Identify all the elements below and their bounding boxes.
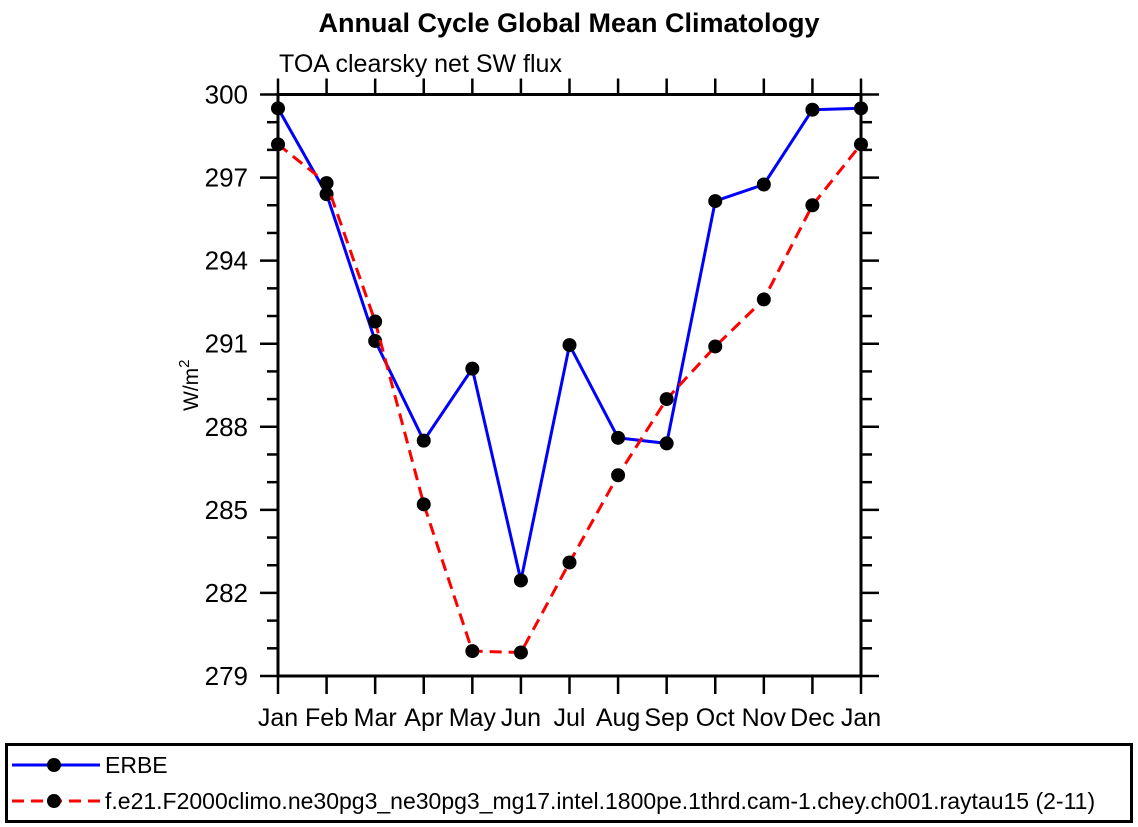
data-point-model-sep-8 bbox=[659, 392, 674, 407]
data-point-model-oct-9 bbox=[708, 339, 723, 354]
data-point-erbe-jul-6 bbox=[562, 338, 577, 353]
x-tick-label: Jan bbox=[841, 704, 881, 732]
y-tick-label: 297 bbox=[205, 163, 248, 193]
data-point-model-dec-11 bbox=[805, 198, 820, 213]
data-point-model-mar-2 bbox=[368, 314, 383, 329]
data-point-erbe-oct-9 bbox=[708, 194, 723, 209]
legend-box: ERBE f.e21.F2000climo.ne30pg3_ne30pg3_mg… bbox=[5, 743, 1133, 823]
x-tick-label: Oct bbox=[696, 704, 735, 732]
legend-label-model: f.e21.F2000climo.ne30pg3_ne30pg3_mg17.in… bbox=[105, 787, 1096, 814]
x-tick-label: Mar bbox=[354, 704, 397, 732]
data-point-model-jul-6 bbox=[562, 555, 577, 570]
data-point-model-jan-12 bbox=[854, 137, 868, 152]
data-point-erbe-dec-11 bbox=[805, 102, 820, 117]
data-point-model-apr-3 bbox=[416, 497, 431, 512]
y-axis-title: W/m2 bbox=[176, 360, 203, 412]
data-point-erbe-jun-5 bbox=[513, 573, 528, 588]
x-tick-label: Nov bbox=[742, 704, 787, 732]
legend-line-sample-erbe bbox=[12, 758, 100, 772]
data-point-erbe-aug-7 bbox=[611, 430, 626, 445]
data-point-model-feb-1 bbox=[319, 176, 334, 191]
legend-label-erbe: ERBE bbox=[105, 751, 168, 778]
x-tick-label: Sep bbox=[644, 704, 688, 732]
y-tick-label: 285 bbox=[205, 495, 248, 525]
y-tick-label: 288 bbox=[205, 412, 248, 442]
legend-marker-glyph bbox=[47, 794, 61, 808]
plot-frame bbox=[276, 93, 863, 678]
data-point-model-jan-0 bbox=[271, 137, 285, 152]
legend-entry-erbe: ERBE bbox=[10, 748, 1130, 782]
chart-subtitle: TOA clearsky net SW flux bbox=[279, 50, 562, 78]
y-tick-label: 291 bbox=[205, 329, 248, 359]
y-tick-label: 282 bbox=[205, 578, 248, 608]
data-point-model-aug-7 bbox=[611, 468, 626, 483]
data-point-erbe-jan-12 bbox=[854, 101, 868, 116]
series-line-model bbox=[277, 143, 863, 654]
data-point-model-nov-10 bbox=[756, 292, 771, 307]
x-tick-label: Dec bbox=[790, 704, 834, 732]
data-point-model-may-4 bbox=[465, 644, 480, 659]
data-point-model-jun-5 bbox=[513, 645, 528, 660]
x-tick-label: Apr bbox=[404, 704, 443, 732]
data-point-erbe-jan-0 bbox=[271, 101, 285, 116]
x-tick-label: Jan bbox=[258, 704, 298, 732]
x-tick-label: May bbox=[449, 704, 497, 732]
legend-line-sample-model bbox=[12, 794, 100, 808]
legend-marker-glyph bbox=[47, 758, 61, 772]
x-tick-label: Aug bbox=[596, 704, 640, 732]
x-tick-label: Feb bbox=[305, 704, 348, 732]
y-tick-label: 279 bbox=[205, 661, 248, 691]
data-point-erbe-may-4 bbox=[465, 361, 480, 376]
x-tick-label: Jul bbox=[554, 704, 586, 732]
chart-title: Annual Cycle Global Mean Climatology bbox=[318, 8, 820, 38]
data-point-erbe-sep-8 bbox=[659, 436, 674, 451]
data-point-erbe-nov-10 bbox=[756, 177, 771, 192]
x-tick-label: Jun bbox=[501, 704, 541, 732]
y-tick-label: 294 bbox=[205, 246, 248, 276]
data-point-erbe-feb-1 bbox=[319, 187, 334, 202]
data-point-erbe-apr-3 bbox=[416, 433, 431, 448]
data-point-erbe-mar-2 bbox=[368, 333, 383, 348]
y-tick-label: 300 bbox=[205, 80, 248, 110]
legend-entry-model: f.e21.F2000climo.ne30pg3_ne30pg3_mg17.in… bbox=[10, 784, 1130, 818]
